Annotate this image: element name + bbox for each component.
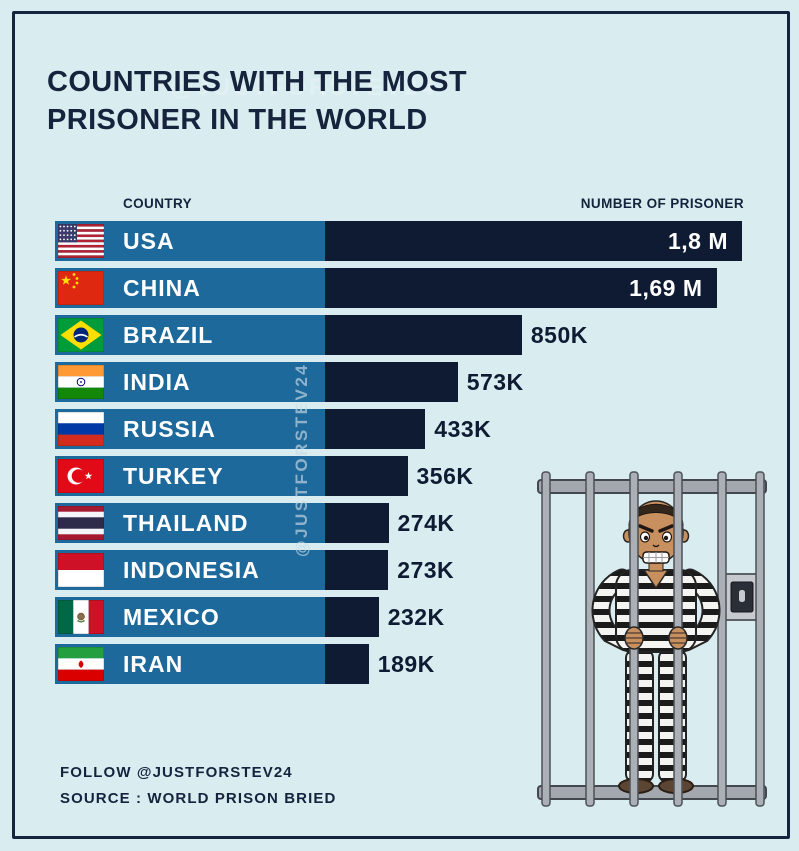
flag-iran-icon [58,647,104,681]
country-label: USA [123,227,175,254]
table-row: USA 1,8 M [55,221,742,261]
country-label: IRAN [123,650,184,677]
country-cell: INDONESIA [55,550,325,590]
value-bar [325,362,458,402]
page-title-line1: COUNTRIES WITH THE MOST [47,66,468,98]
value-label: 356K [416,462,474,489]
country-cell: THAILAND [55,503,325,543]
value-bar: 1,69 M [325,268,717,308]
country-label: INDIA [123,368,191,395]
table-row: INDONESIA 273K [55,550,742,590]
table-row: IRAN 189K [55,644,742,684]
page-title: COUNTRIES WITH THE MOST PRISONER IN THE … [47,63,467,139]
table-row: BRAZIL 850K [55,315,742,355]
value-label: 433K [434,415,492,442]
flag-mexico-icon [58,600,104,634]
prisoner-hands [624,626,688,650]
footer-source: SOURCE : WORLD PRISON BRIED [60,790,337,807]
country-label: CHINA [123,274,201,301]
flag-china-icon [58,271,104,305]
country-label: MEXICO [123,603,220,630]
flag-usa-icon [58,224,104,258]
value-bar [325,644,369,684]
flag-india-icon [58,365,104,399]
flag-thailand-icon [58,506,104,540]
footer: FOLLOW @JUSTFORSTEV24 SOURCE : WORLD PRI… [60,760,336,812]
value-label: 1,8 M [667,227,728,254]
country-label: BRAZIL [123,321,214,348]
footer-follow: FOLLOW @JUSTFORSTEV24 [60,764,293,781]
flag-turkey-icon [58,459,104,493]
table-row: CHINA 1,69 M [55,268,742,308]
country-cell: USA [55,221,325,261]
column-header-value: NUMBER OF PRISONER [580,196,744,211]
table-row: INDIA 573K [55,362,742,402]
country-label: TURKEY [123,462,224,489]
table-row: TURKEY 356K [55,456,742,496]
jail-bars-back [541,471,765,807]
watermark-title-overlay: @JUSTFORSTEV24 [170,74,437,101]
flag-brazil-icon [58,318,104,352]
country-label: INDONESIA [123,556,260,583]
value-label: 274K [397,509,455,536]
value-bar [325,550,389,590]
value-label: 850K [530,321,588,348]
country-cell: TURKEY [55,456,325,496]
value-label: 1,69 M [629,274,703,301]
country-cell: INDIA [55,362,325,402]
table-row: RUSSIA 433K [55,409,742,449]
country-cell: MEXICO [55,597,325,637]
value-bar [325,409,426,449]
value-bar [325,315,522,355]
value-bar [325,503,389,543]
value-bar [325,456,408,496]
country-label: RUSSIA [123,415,216,442]
table-row: THAILAND 274K [55,503,742,543]
country-label: THAILAND [123,509,249,536]
page-title-line2: PRISONER IN THE WORLD [47,104,428,136]
prisoner-illustration [537,471,767,807]
value-label: 273K [397,556,455,583]
value-label: 573K [466,368,524,395]
column-header-country: COUNTRY [123,196,193,211]
table-row: MEXICO 232K [55,597,742,637]
value-bar: 1,8 M [325,221,742,261]
country-cell: RUSSIA [55,409,325,449]
country-cell: CHINA [55,268,325,308]
country-cell: BRAZIL [55,315,325,355]
jail-rails [537,479,767,800]
value-bar [325,597,379,637]
flag-indonesia-icon [58,553,104,587]
value-label: 189K [377,650,435,677]
value-label: 232K [387,603,445,630]
country-cell: IRAN [55,644,325,684]
flag-russia-icon [58,412,104,446]
bar-rows: USA 1,8 M CHINA 1,69 M BRAZIL 850K INDIA 573K RU… [55,221,742,691]
